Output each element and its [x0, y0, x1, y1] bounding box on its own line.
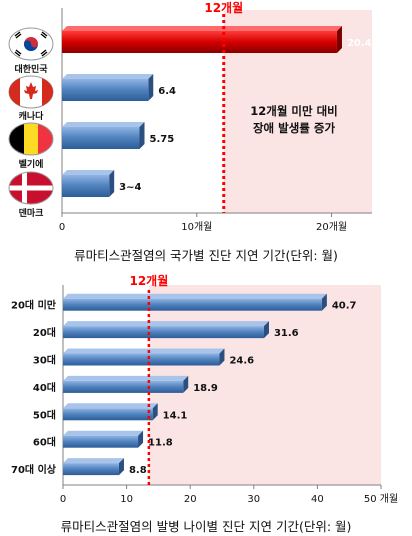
c1-x-tick-label: 0 — [59, 222, 65, 233]
c2-x-tick-label: 0 — [60, 494, 66, 505]
country-label-korea: 대한민국 — [14, 65, 48, 75]
canada-flag-icon — [8, 75, 54, 109]
c1-bar — [62, 74, 154, 101]
c2-value-label: 40.7 — [332, 301, 357, 312]
c2-category-label: 50대 — [33, 408, 56, 421]
country-label-denmark: 덴마크 — [18, 209, 44, 219]
c2-bar — [63, 458, 124, 476]
c1-bar — [62, 170, 115, 197]
c1-value-label: 3~4 — [119, 182, 141, 193]
age-chart: 0 10 20 30 40 50 개월 40.7 31.6 24.6 18.9 14.1 11.8 8… — [11, 273, 398, 505]
c2-value-label: 31.6 — [274, 328, 299, 339]
c1-bar — [62, 122, 145, 149]
country-label-canada: 캐나다 — [18, 112, 44, 122]
c2-value-label: 24.6 — [229, 356, 254, 367]
age-chart-caption: 류마티스관절염의 발병 나이별 진단 지연 기간(단위: 월) — [60, 519, 352, 534]
c2-bar — [63, 321, 269, 339]
c2-bar — [63, 293, 327, 311]
c2-x-tick-label: 50 개월 — [364, 493, 398, 505]
country-chart: 0 10개월 20개월 20.4 6.4 5.75 3~4 12개월 12개월 미만 대비… — [59, 0, 372, 233]
c2-value-label: 18.9 — [193, 383, 218, 394]
country-chart-annotation: 12개월 미만 대비 장애 발생률 증가 — [250, 104, 338, 135]
c2-category-label: 60대 — [33, 436, 56, 449]
c2-bar — [63, 348, 225, 366]
c2-x-tick-label: 40 — [311, 494, 324, 505]
country-chart-reference-label: 12개월 — [204, 0, 243, 15]
denmark-flag-icon — [8, 171, 54, 205]
belgium-flag-icon — [8, 122, 54, 156]
c2-bar — [63, 403, 158, 421]
c2-category-label: 20대 — [33, 326, 56, 339]
c1-value-label: 5.75 — [150, 134, 175, 145]
c1-bar — [62, 26, 342, 53]
south-korea-flag-icon — [8, 27, 54, 61]
c2-category-label: 30대 — [33, 354, 56, 367]
c1-x-tick-label: 10개월 — [181, 221, 212, 233]
c2-bar — [63, 375, 189, 393]
country-label-belgium: 벨기에 — [18, 160, 44, 170]
c2-category-label: 40대 — [33, 381, 56, 394]
c1-value-label: 6.4 — [158, 86, 176, 97]
c2-category-label: 70대 이상 — [11, 463, 57, 476]
c2-category-label: 20대 미만 — [11, 299, 57, 312]
c2-x-tick-label: 10 — [120, 494, 133, 505]
age-chart-reference-label: 12개월 — [129, 273, 168, 288]
c2-x-tick-label: 30 — [247, 494, 260, 505]
c1-x-tick-label: 20개월 — [316, 221, 347, 233]
c2-value-label: 11.8 — [148, 438, 173, 449]
country-chart-caption: 류마티스관절염의 국가별 진단 지연 기간(단위: 월) — [74, 248, 338, 263]
c2-value-label: 8.8 — [129, 465, 147, 476]
c2-x-tick-label: 20 — [184, 494, 197, 505]
c2-bar — [63, 430, 144, 448]
c2-value-label: 14.1 — [163, 410, 188, 421]
c1-value-label: 20.4 — [347, 38, 372, 49]
